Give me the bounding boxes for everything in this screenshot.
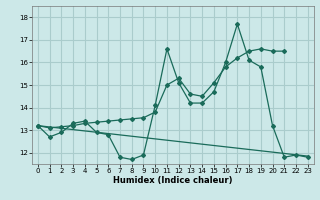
X-axis label: Humidex (Indice chaleur): Humidex (Indice chaleur) — [113, 176, 233, 185]
